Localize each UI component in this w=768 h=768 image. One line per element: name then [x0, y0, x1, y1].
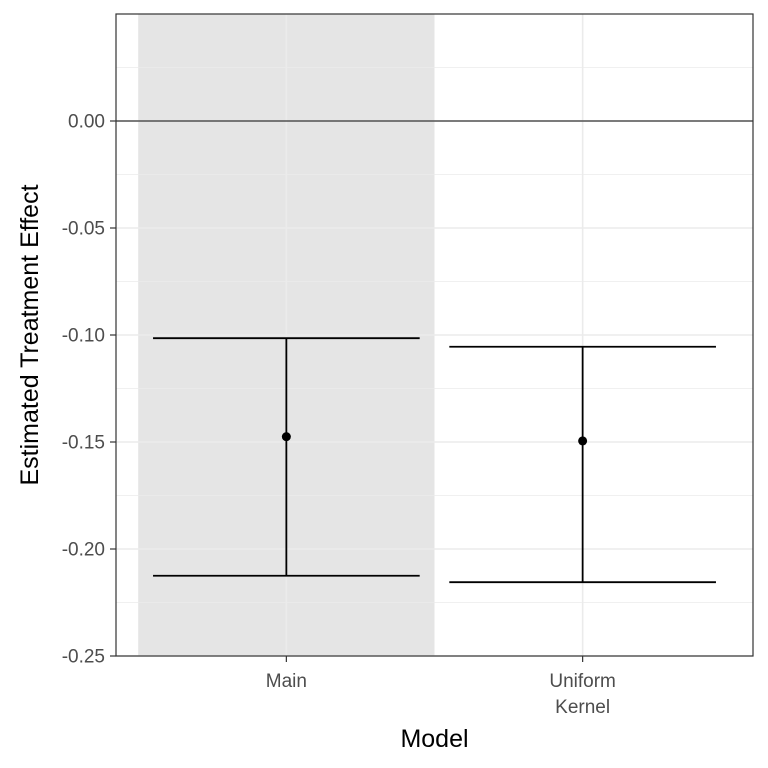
- y-tick-label: -0.25: [62, 647, 105, 668]
- y-tick-label: -0.05: [62, 219, 105, 240]
- x-tick-label: Uniform Kernel: [549, 671, 616, 718]
- y-axis-ticks: 0.00 -0.05 -0.10 -0.15 -0.20 -0.25: [62, 112, 116, 668]
- y-axis-title: Estimated Treatment Effect: [16, 184, 44, 485]
- estimate-point: [281, 432, 291, 442]
- x-tick-label: Main: [266, 671, 307, 692]
- error-bars: [153, 337, 716, 584]
- x-tick-label-line: Kernel: [555, 697, 610, 718]
- y-tick-label: 0.00: [68, 112, 105, 133]
- y-tick-label: -0.10: [62, 326, 105, 347]
- x-axis-title: Model: [400, 725, 468, 753]
- estimate-point: [578, 436, 588, 446]
- x-tick-label-line: Main: [266, 671, 307, 692]
- y-tick-label: -0.15: [62, 433, 105, 454]
- x-axis-ticks: Main Uniform Kernel: [266, 656, 616, 718]
- y-tick-label: -0.20: [62, 540, 105, 561]
- x-tick-label-line: Uniform: [549, 671, 616, 692]
